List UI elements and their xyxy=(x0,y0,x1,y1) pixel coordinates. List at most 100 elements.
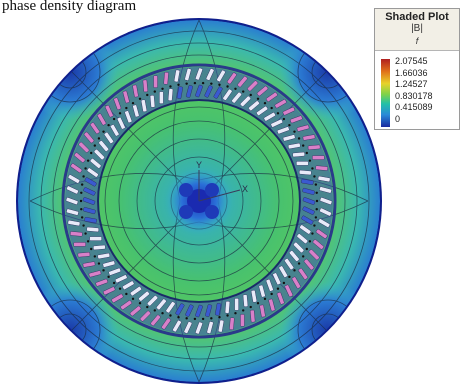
coil-slot xyxy=(86,226,100,233)
coil-slot xyxy=(265,92,278,102)
coil-slot xyxy=(215,303,222,316)
coil-slot xyxy=(315,228,328,239)
winding-dot xyxy=(308,159,312,162)
winding-dot xyxy=(311,167,314,170)
coil-slot xyxy=(115,274,128,284)
coil-slot xyxy=(66,208,79,216)
coil-slot xyxy=(65,197,79,205)
coil-slot xyxy=(173,69,180,83)
coil-slot xyxy=(86,167,99,178)
coil-slot xyxy=(290,115,303,124)
winding-dot xyxy=(107,123,110,127)
winding-dot xyxy=(242,309,245,312)
coil-slot xyxy=(240,314,245,327)
coil-slot xyxy=(195,84,203,98)
coil-slot xyxy=(315,165,328,171)
coil-slot xyxy=(122,90,130,104)
winding-dot xyxy=(249,93,252,97)
coil-slot xyxy=(298,267,308,280)
coil-slot xyxy=(287,142,301,150)
winding-dot xyxy=(97,262,101,265)
winding-dot xyxy=(93,144,97,147)
winding-dot xyxy=(210,82,213,85)
coil-slot xyxy=(195,321,203,335)
coil-slot xyxy=(153,75,158,88)
coil-slot xyxy=(296,124,310,132)
coil-slot xyxy=(89,158,102,169)
winding-dot xyxy=(125,106,128,110)
coil-slot xyxy=(318,218,331,228)
coil-slot xyxy=(298,169,312,176)
winding-dot xyxy=(86,159,90,162)
winding-dot xyxy=(97,137,101,140)
coil-slot xyxy=(216,69,226,82)
coil-slot xyxy=(204,85,213,98)
coil-slot xyxy=(312,239,325,250)
coil-slot xyxy=(66,185,79,195)
coil-slot xyxy=(265,279,274,292)
coil-slot xyxy=(206,321,214,334)
winding-dot xyxy=(314,216,318,219)
coil-slot xyxy=(104,105,114,118)
winding-dot xyxy=(112,281,116,285)
coil-slot xyxy=(289,250,300,262)
coil-slot xyxy=(184,68,192,81)
x-axis-label: X xyxy=(242,184,248,194)
winding-dot xyxy=(153,90,156,93)
winding-dot xyxy=(131,297,135,301)
coil-slot xyxy=(104,132,114,144)
coil-slot xyxy=(284,284,294,297)
winding-dot xyxy=(242,90,245,93)
winding-dot xyxy=(84,232,87,235)
winding-dot xyxy=(270,292,273,296)
coil-slot xyxy=(93,149,105,160)
coil-slot xyxy=(161,317,172,330)
winding-dot xyxy=(263,297,267,301)
coil-slot xyxy=(176,86,183,99)
coil-slot xyxy=(90,122,100,135)
coil-slot xyxy=(258,284,266,298)
coil-slot xyxy=(175,303,185,316)
coil-slot xyxy=(185,304,194,317)
winding-dot xyxy=(193,81,197,85)
winding-dot xyxy=(256,97,260,101)
coil-slot xyxy=(67,174,80,184)
coil-slot xyxy=(110,124,120,137)
winding-dot xyxy=(282,117,286,121)
winding-dot xyxy=(102,130,105,133)
coil-slot xyxy=(84,217,97,224)
coil-slot xyxy=(159,91,164,104)
winding-dot xyxy=(311,232,314,235)
coil-slot xyxy=(113,97,122,110)
coil-slot xyxy=(218,319,225,333)
coil-slot xyxy=(272,272,282,285)
coil-slot xyxy=(224,300,231,314)
winding-dot xyxy=(90,247,93,251)
y-axis-label: Y xyxy=(196,160,202,170)
coil-slot xyxy=(129,305,142,317)
winding-dot xyxy=(218,316,221,319)
coil-slot xyxy=(312,155,325,160)
winding-dot xyxy=(90,151,93,155)
coil-slot xyxy=(250,309,256,323)
coil-slot xyxy=(139,310,151,322)
winding-dot xyxy=(80,191,83,194)
coil-slot xyxy=(73,242,86,247)
stator-ring-outer xyxy=(61,63,337,339)
winding-dot xyxy=(161,87,164,90)
winding-dot xyxy=(276,112,280,115)
coil-slot xyxy=(293,242,305,253)
coil-slot xyxy=(307,144,321,150)
coil-slot xyxy=(111,293,124,303)
winding-dot xyxy=(118,287,122,290)
coil-slot xyxy=(302,197,316,205)
winding-dot xyxy=(293,269,296,272)
coil-slot xyxy=(284,258,294,270)
coil-slot xyxy=(256,106,268,116)
coil-slot xyxy=(77,252,91,258)
coil-slot xyxy=(296,233,309,244)
winding-dot xyxy=(82,175,85,178)
winding-dot xyxy=(80,216,84,219)
coil-slot xyxy=(116,117,126,130)
legend-header: Shaded Plot |B| f xyxy=(375,9,459,51)
